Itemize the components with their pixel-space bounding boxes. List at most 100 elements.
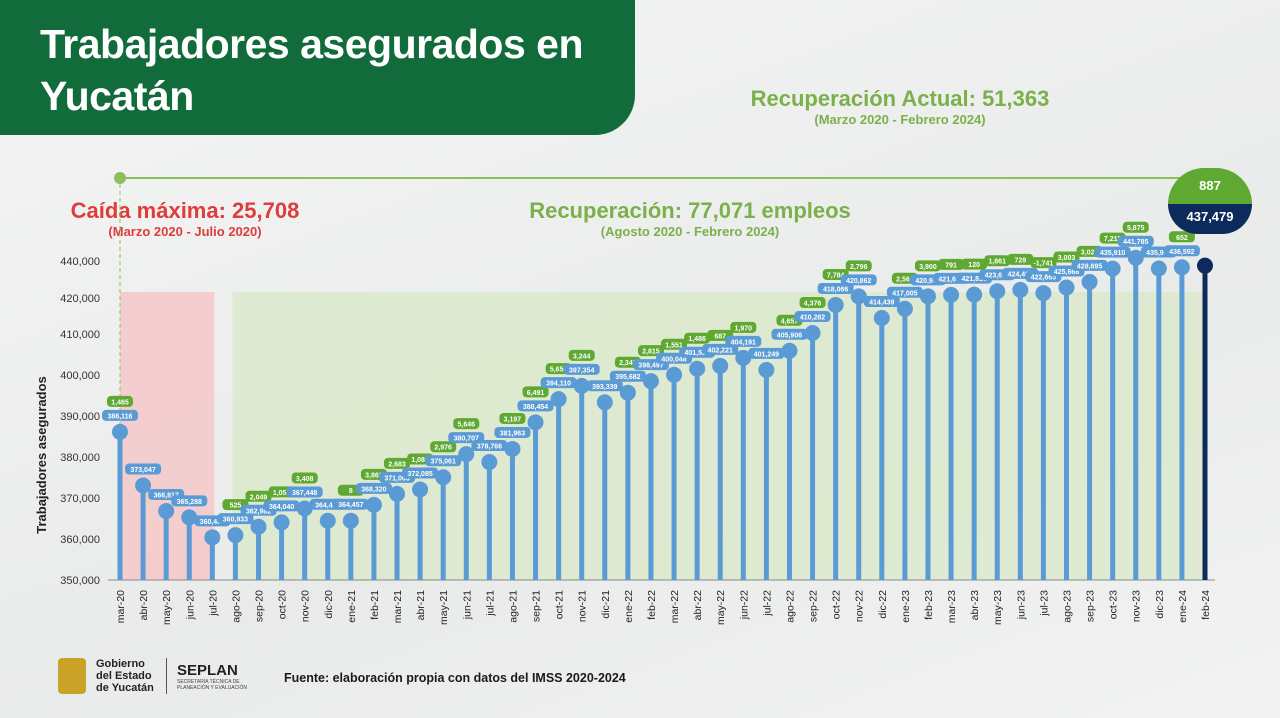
change-label: 2,815	[642, 349, 660, 356]
value-pill	[517, 400, 554, 412]
x-tick-label: ene-23	[900, 590, 912, 623]
recovery-period: (Agosto 2020 - Febrero 2024)	[600, 224, 780, 239]
x-tick-label: may-23	[992, 590, 1004, 625]
value-label: 405,906	[777, 332, 802, 339]
change-label: 2,796	[850, 264, 868, 271]
change-label: 8	[349, 488, 353, 495]
data-point-mar-21	[389, 485, 406, 502]
change-label: 1,465	[111, 399, 129, 406]
x-tick-label: ago-20	[230, 590, 242, 623]
value-label: 375,061	[431, 459, 456, 466]
data-point-abr-22	[689, 360, 706, 377]
data-point-jun-21	[458, 446, 475, 463]
x-tick-label: nov-22	[854, 590, 866, 622]
value-label: 362,982	[246, 508, 271, 515]
value-pill	[794, 310, 831, 322]
change-label: 3,003	[1058, 255, 1076, 262]
data-point-nov-22	[850, 288, 867, 305]
x-tick-label: dic-22	[877, 590, 889, 619]
change-label: 2,566	[896, 276, 914, 283]
value-pill	[425, 455, 462, 467]
x-tick-label: feb-24	[1200, 590, 1212, 620]
x-tick-label: abr-23	[969, 590, 981, 621]
value-label: 397,354	[569, 367, 594, 374]
value-pill	[748, 347, 785, 359]
y-tick-label: 440,000	[60, 256, 100, 268]
value-pill	[286, 486, 323, 498]
x-tick-label: ago-23	[1061, 590, 1073, 623]
data-point-dic-22	[873, 310, 890, 327]
data-point-abr-21	[412, 481, 429, 498]
change-pill	[107, 395, 133, 407]
y-tick-label: 420,000	[60, 293, 100, 305]
value-label: 436,592	[1169, 249, 1194, 256]
data-point-oct-20	[273, 514, 290, 531]
x-tick-label: nov-23	[1131, 590, 1143, 622]
x-tick-label: dic-23	[1154, 590, 1166, 619]
value-label: 386,116	[108, 413, 133, 420]
change-label: 7,215	[1104, 236, 1122, 243]
change-label: 1,058	[273, 490, 291, 497]
change-pill	[522, 386, 549, 398]
x-tick-label: oct-22	[831, 590, 843, 619]
change-pill	[384, 457, 411, 469]
value-pill	[609, 370, 646, 382]
data-point-ene-23	[896, 300, 913, 317]
value-pill	[171, 495, 208, 507]
data-point-jul-21	[481, 454, 498, 471]
data-point-dic-23	[1150, 260, 1167, 277]
value-label: 395,682	[615, 374, 640, 381]
x-tick-label: jun-23	[1015, 590, 1027, 620]
value-pill	[1094, 246, 1131, 258]
max-drop-period: (Marzo 2020 - Julio 2020)	[108, 224, 262, 239]
data-point-may-21	[435, 469, 452, 486]
change-pill	[568, 349, 595, 361]
value-label: 394,110	[546, 381, 571, 388]
x-tick-label: dic-20	[323, 590, 335, 619]
data-point-dic-20	[319, 512, 336, 529]
change-label: 3,027	[1081, 249, 1099, 256]
change-label: 525	[230, 503, 242, 510]
data-point-ago-22	[781, 342, 798, 359]
value-label: 364,457	[338, 502, 363, 509]
change-pill	[430, 441, 457, 453]
change-pill	[245, 490, 272, 502]
x-tick-label: feb-22	[646, 590, 658, 620]
value-label: 421,816	[961, 276, 986, 283]
page-title: Trabajadores asegurados en Yucatán	[40, 21, 584, 119]
change-pill	[984, 255, 1011, 267]
change-pill	[1053, 251, 1080, 263]
value-pill	[402, 467, 439, 479]
x-tick-label: sep-21	[531, 590, 543, 622]
data-point-sep-21	[527, 414, 544, 431]
value-label: 364,040	[269, 504, 294, 511]
value-pill	[332, 498, 369, 510]
data-point-may-23	[989, 283, 1006, 300]
data-point-oct-22	[827, 296, 844, 313]
change-label: 120	[968, 262, 980, 269]
data-point-jul-22	[758, 361, 775, 378]
value-pill	[540, 377, 577, 389]
x-tick-label: jul-21	[484, 590, 496, 617]
x-tick-label: oct-20	[277, 590, 289, 619]
data-point-abr-23	[966, 286, 983, 303]
change-label: 1,486	[688, 336, 706, 343]
y-tick-label: 400,000	[60, 370, 100, 382]
value-pill	[102, 409, 138, 421]
change-pill	[938, 258, 965, 270]
change-label: 1,551	[665, 342, 683, 349]
x-tick-label: ago-22	[784, 590, 796, 623]
change-pill	[730, 321, 757, 333]
x-tick-label: ene-22	[623, 590, 635, 623]
gobierno-logo-text: Gobierno del Estado de Yucatán	[96, 658, 154, 694]
value-pill	[771, 328, 808, 340]
x-tick-label: sep-23	[1085, 590, 1097, 622]
data-point-ago-23	[1058, 279, 1075, 296]
value-pill	[1117, 235, 1154, 247]
x-tick-label: mar-22	[669, 590, 681, 623]
data-point-sep-20	[250, 518, 267, 535]
data-point-feb-23	[919, 288, 936, 305]
value-label: 435,910	[1100, 250, 1125, 257]
value-label: 373,047	[130, 467, 155, 474]
data-point-jun-23	[1012, 281, 1029, 298]
